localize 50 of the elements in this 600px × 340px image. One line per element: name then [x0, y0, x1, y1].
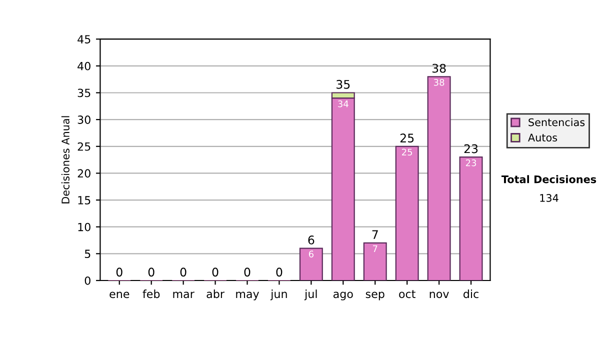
total-label: 0	[244, 268, 250, 277]
y-tick-label: 15	[78, 196, 90, 204]
total-label: 6	[308, 235, 314, 244]
total-label: 38	[432, 64, 446, 73]
bar	[395, 146, 419, 280]
x-tick-label: jul	[304, 290, 317, 300]
data-label: 7	[372, 245, 378, 252]
x-tick-label: mar	[173, 292, 194, 298]
total-label: 0	[148, 268, 154, 277]
data-label: 23	[466, 159, 476, 166]
x-tick-label: oct	[399, 290, 416, 298]
x-tick-label: feb	[142, 290, 160, 298]
text: Total Decisiones	[501, 175, 596, 184]
data-label: 38	[434, 78, 444, 86]
y-tick-label: 5	[84, 250, 90, 258]
x-tick-label: nov	[430, 292, 449, 298]
x-tick-label: jun	[270, 290, 287, 300]
total-label: 25	[400, 134, 414, 142]
x-tick-label: may	[236, 292, 260, 300]
bar	[459, 156, 483, 280]
bar	[299, 248, 323, 280]
total-label: 0	[276, 268, 282, 277]
data-label: 34	[338, 100, 348, 108]
total-label: 35	[336, 80, 350, 89]
data-label: 6	[308, 250, 314, 258]
y-tick-label: 35	[78, 88, 90, 98]
y-tick-label: 25	[78, 142, 90, 151]
x-tick-label: ago	[333, 292, 353, 300]
total-label: 0	[116, 268, 122, 277]
y-tick-label: 20	[78, 169, 90, 178]
legend-label: Sentencias	[528, 118, 585, 126]
text: 134	[540, 194, 558, 202]
bar	[363, 242, 387, 280]
total-label: 7	[372, 230, 378, 239]
x-tick-label: dic	[464, 290, 478, 298]
bar	[427, 76, 451, 280]
y-tick-label: 30	[78, 116, 90, 124]
x-tick-label: sep	[366, 292, 384, 300]
y-tick-label: 10	[78, 222, 90, 232]
y-tick-label: 45	[78, 35, 90, 44]
x-tick-label: abr	[206, 290, 224, 298]
x-tick-label: ene	[110, 292, 130, 298]
total-label: 0	[180, 268, 186, 277]
total-label: 23	[464, 144, 478, 154]
legend-label: Autos	[528, 134, 558, 142]
y-axis-title: Decisiones Anual	[61, 116, 70, 204]
y-tick-label: 40	[78, 62, 90, 70]
total-label: 0	[212, 268, 218, 277]
y-tick-label: 0	[84, 276, 90, 285]
data-label: 25	[402, 148, 412, 156]
